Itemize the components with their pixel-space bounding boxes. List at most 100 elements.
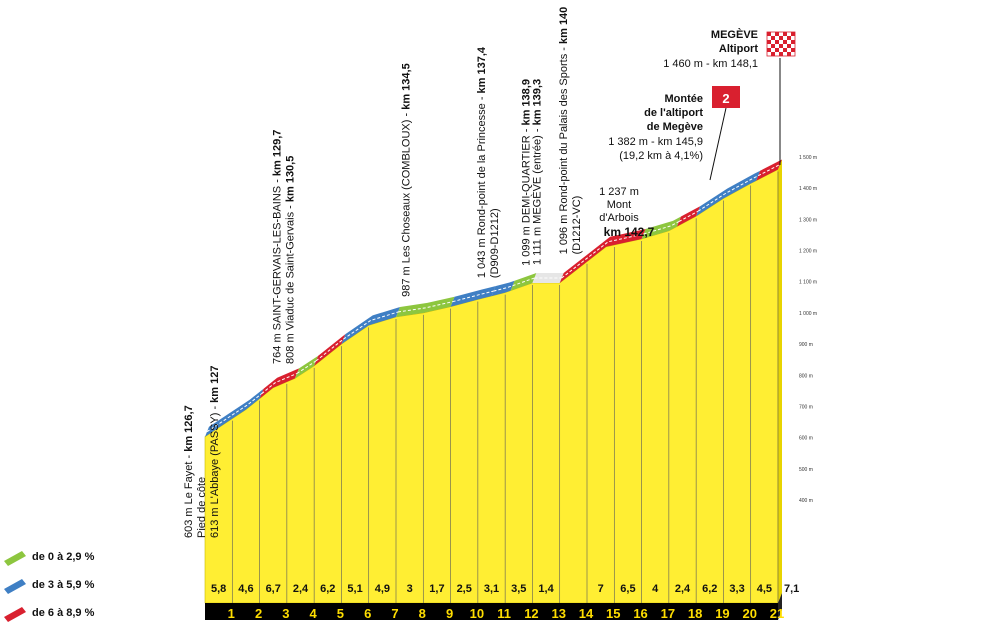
checker-square	[779, 32, 783, 36]
km-marker: 8	[419, 606, 426, 621]
road-centerline	[315, 338, 344, 362]
road-segment-green	[641, 216, 681, 239]
checker-square	[787, 32, 791, 36]
km-marker: 9	[446, 606, 453, 621]
checker-square	[791, 40, 795, 44]
gradient-legend: de 0 à 2,9 % de 3 à 5,9 % de 6 à 8,9 %	[4, 551, 95, 622]
checker-square	[779, 36, 783, 40]
km-marker: 5	[337, 606, 344, 621]
km-gridlines	[231, 171, 779, 603]
checker-square	[767, 52, 771, 56]
road-centerline	[678, 210, 699, 222]
segment-gradient-label: 6,2	[320, 583, 335, 595]
segment-gradient-label: 3,3	[729, 583, 744, 595]
checker-square	[767, 36, 771, 40]
legend-label: de 0 à 2,9 %	[32, 551, 95, 563]
climb-label: 2 Montée de l'altiport de Megève 1 382 m…	[608, 86, 740, 181]
waypoint-km: km 129,7	[271, 130, 283, 176]
segment-gradients: 5,8 4,6 6,7 2,4 6,2 5,1 4,9 3 1,7 2,5 3,1 3,5 1,4 7 6,…	[211, 583, 799, 595]
mont-arbois-name1: Mont	[607, 199, 631, 211]
checker-square	[775, 32, 779, 36]
road-centerline	[261, 372, 298, 395]
segment-gradient-label: 7	[598, 583, 604, 595]
waypoint-km: km 140	[558, 7, 570, 44]
checkered-flag-icon	[766, 31, 796, 57]
waypoint-demi-quartier-line: 1 099 m DEMI-QUARTIER - km 138,9	[521, 79, 533, 266]
waypoint-rond-point-princesse-line: 1 043 m Rond-point de la Princesse - km …	[476, 46, 488, 278]
finish-title-1: MEGÈVE	[711, 28, 758, 41]
waypoint-le-fayet-line: 603 m Le Fayet - km 126,7	[183, 405, 195, 538]
segment-gradient-label: 2,4	[293, 583, 309, 595]
segment-gradient-label: 3,5	[511, 583, 526, 595]
segment-gradient-label: 5,1	[347, 583, 362, 595]
checker-square	[779, 52, 783, 56]
segment-gradient-label: 4	[652, 583, 659, 595]
climb-title-3: de Megève	[647, 121, 703, 133]
km-marker: 15	[606, 606, 620, 621]
waypoint-km: km 126,7	[183, 405, 195, 451]
km-marker: 6	[364, 606, 371, 621]
segment-gradient-label: 2,4	[675, 583, 691, 595]
checker-square	[775, 40, 779, 44]
km-marker: 12	[524, 606, 538, 621]
legend-swatch	[4, 579, 26, 594]
road-centerline	[452, 290, 494, 303]
waypoint-saint-gervais-line: 764 m SAINT-GERVAIS-LES-BAINS - km 129,7	[271, 130, 283, 364]
waypoint-km: km 139,3	[532, 79, 544, 125]
checker-square	[767, 44, 771, 48]
mont-arbois-label: 1 237 m Mont d'Arbois km 142,7	[599, 186, 655, 239]
altitude-scale: 400 m 500 m 600 m 700 m 800 m 900 m 1 000 m 1 1…	[799, 155, 817, 504]
km-marker: 1	[228, 606, 235, 621]
legend-label: de 3 à 5,9 %	[32, 579, 95, 591]
altitude-tick: 600 m	[799, 436, 813, 442]
climb-flag-pole	[709, 107, 727, 181]
legend-label: de 6 à 8,9 %	[32, 607, 95, 619]
road-centerline	[296, 360, 317, 374]
segment-gradient-label: 5,8	[211, 583, 226, 595]
checker-square	[771, 44, 775, 48]
road-segment-green	[396, 296, 455, 317]
road-centerline	[697, 175, 759, 212]
segment-gradient-label: 4,6	[238, 583, 253, 595]
road-centerline	[493, 285, 513, 292]
climb-stats-2: (19,2 km à 4,1%)	[619, 150, 703, 162]
waypoint-rond-point-princesse-line: (D909-D1212)	[489, 208, 501, 278]
checker-square	[783, 36, 787, 40]
finish-stats: 1 460 m - km 148,1	[663, 58, 758, 70]
checker-square	[775, 52, 779, 56]
mont-arbois-km: km 142,7	[604, 225, 655, 239]
waypoint-km: km 130,5	[284, 156, 296, 202]
km-marker: 10	[470, 606, 484, 621]
altitude-tick: 1 000 m	[799, 311, 817, 317]
climb-stats-1: 1 382 m - km 145,9	[608, 136, 703, 148]
road-segment-red	[259, 368, 299, 399]
road-centerline	[757, 164, 781, 177]
segment-gradient-label: 3,1	[484, 583, 499, 595]
segment-gradient-label: 1,4	[538, 583, 554, 595]
km-marker: 11	[497, 606, 511, 621]
km-marker: 4	[310, 606, 318, 621]
altitude-tick: 500 m	[799, 467, 813, 473]
km-marker: 2	[255, 606, 262, 621]
legend-swatch	[4, 607, 26, 622]
waypoint-km: km 138,9	[521, 79, 533, 125]
checker-square	[791, 36, 795, 40]
km-marker: 20	[742, 606, 756, 621]
segment-gradient-label: 3	[407, 583, 413, 595]
mont-arbois-name2: d'Arbois	[599, 212, 639, 224]
road-centerline	[206, 393, 262, 433]
profile-side	[778, 159, 782, 604]
road-centerline	[397, 301, 453, 313]
altitude-tick: 800 m	[799, 373, 813, 379]
altitude-tick: 1 400 m	[799, 186, 817, 192]
waypoint-saint-gervais-line: 808 m Viaduc de Saint-Gervais - km 130,5	[284, 156, 296, 364]
checker-square	[775, 36, 779, 40]
checker-square	[771, 52, 775, 56]
road-segment-blue	[341, 307, 400, 345]
checker-square	[791, 44, 795, 48]
km-marker: 17	[661, 606, 675, 621]
checker-square	[783, 40, 787, 44]
waypoint-megeve-entree-line: 1 111 m MEGÈVE (entrée) - km 139,3	[531, 79, 544, 265]
